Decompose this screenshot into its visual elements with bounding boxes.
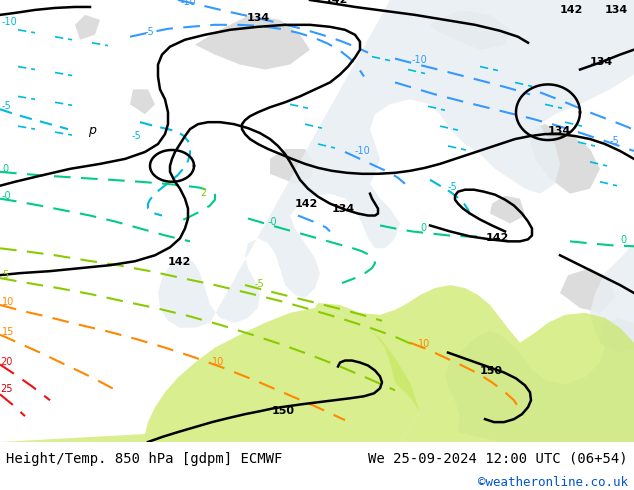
Text: 10: 10 [2, 297, 14, 307]
Text: 2: 2 [200, 188, 206, 197]
Text: 10: 10 [418, 339, 430, 348]
Text: -5: -5 [145, 27, 155, 37]
Text: 150: 150 [272, 406, 295, 416]
Text: -10: -10 [2, 17, 18, 27]
Text: -5: -5 [255, 279, 265, 289]
Text: 5: 5 [2, 270, 8, 280]
Text: Height/Temp. 850 hPa [gdpm] ECMWF: Height/Temp. 850 hPa [gdpm] ECMWF [6, 452, 283, 466]
Polygon shape [530, 124, 600, 194]
Text: 142: 142 [295, 198, 318, 209]
Polygon shape [315, 285, 634, 442]
Polygon shape [130, 89, 155, 114]
Polygon shape [490, 196, 525, 223]
Text: 150: 150 [480, 367, 503, 376]
Text: 142: 142 [325, 0, 348, 5]
Text: p: p [88, 124, 96, 137]
Polygon shape [75, 15, 100, 40]
Polygon shape [445, 244, 634, 442]
Text: ©weatheronline.co.uk: ©weatheronline.co.uk [477, 476, 628, 490]
Text: -5: -5 [610, 136, 620, 146]
Text: 0: 0 [620, 235, 626, 245]
Text: -10: -10 [355, 146, 371, 156]
Polygon shape [270, 149, 315, 184]
Polygon shape [158, 0, 634, 328]
Text: -5: -5 [2, 101, 12, 111]
Text: 142: 142 [486, 233, 509, 244]
Text: -0: -0 [268, 218, 278, 227]
Text: 142: 142 [560, 5, 583, 15]
Text: -5: -5 [132, 131, 142, 141]
Text: 134: 134 [247, 13, 269, 23]
Polygon shape [430, 10, 510, 49]
Polygon shape [195, 15, 310, 70]
Text: -0: -0 [2, 191, 11, 200]
Text: 0: 0 [420, 223, 426, 233]
Polygon shape [600, 318, 634, 353]
Text: 0: 0 [2, 164, 8, 174]
Text: 134: 134 [332, 203, 355, 214]
Text: We 25-09-2024 12:00 UTC (06+54): We 25-09-2024 12:00 UTC (06+54) [368, 452, 628, 466]
Text: -10: -10 [412, 54, 428, 65]
Text: -5: -5 [448, 182, 458, 192]
Text: 15: 15 [2, 327, 15, 337]
Text: 25: 25 [0, 384, 13, 394]
Polygon shape [0, 308, 420, 442]
Text: 142: 142 [168, 257, 191, 267]
Text: 20: 20 [0, 357, 13, 367]
Text: 134: 134 [590, 56, 613, 67]
Text: 134: 134 [605, 5, 628, 15]
Text: 134: 134 [548, 126, 571, 136]
Text: -10: -10 [180, 0, 196, 7]
Text: 10: 10 [212, 357, 224, 367]
Polygon shape [560, 268, 615, 313]
